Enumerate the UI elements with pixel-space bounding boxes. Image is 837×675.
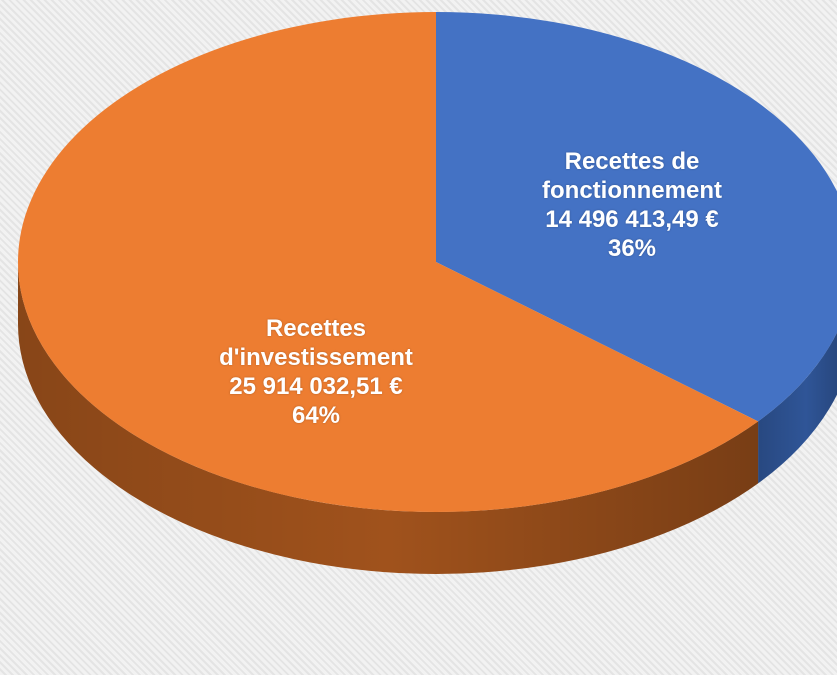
slice bbox=[18, 12, 759, 512]
amount-label: 25 914 032,51 € bbox=[229, 373, 403, 400]
percent-label: 36% bbox=[607, 235, 657, 262]
amount-label: 14 496 413,49 € bbox=[545, 206, 719, 233]
slice bbox=[436, 12, 837, 422]
slice-label: Recettes d'investissement 25 914 032,51 €… bbox=[196, 314, 436, 430]
category-label: Recettes de fonctionnement bbox=[542, 148, 722, 204]
category-label: Recettes d'investissement bbox=[219, 315, 413, 371]
percent-label: 64% bbox=[291, 402, 341, 429]
slice-label: Recettes de fonctionnement 14 496 413,49 … bbox=[512, 147, 752, 263]
slice-side-shade bbox=[18, 262, 759, 575]
slice-side-shade bbox=[758, 332, 837, 484]
